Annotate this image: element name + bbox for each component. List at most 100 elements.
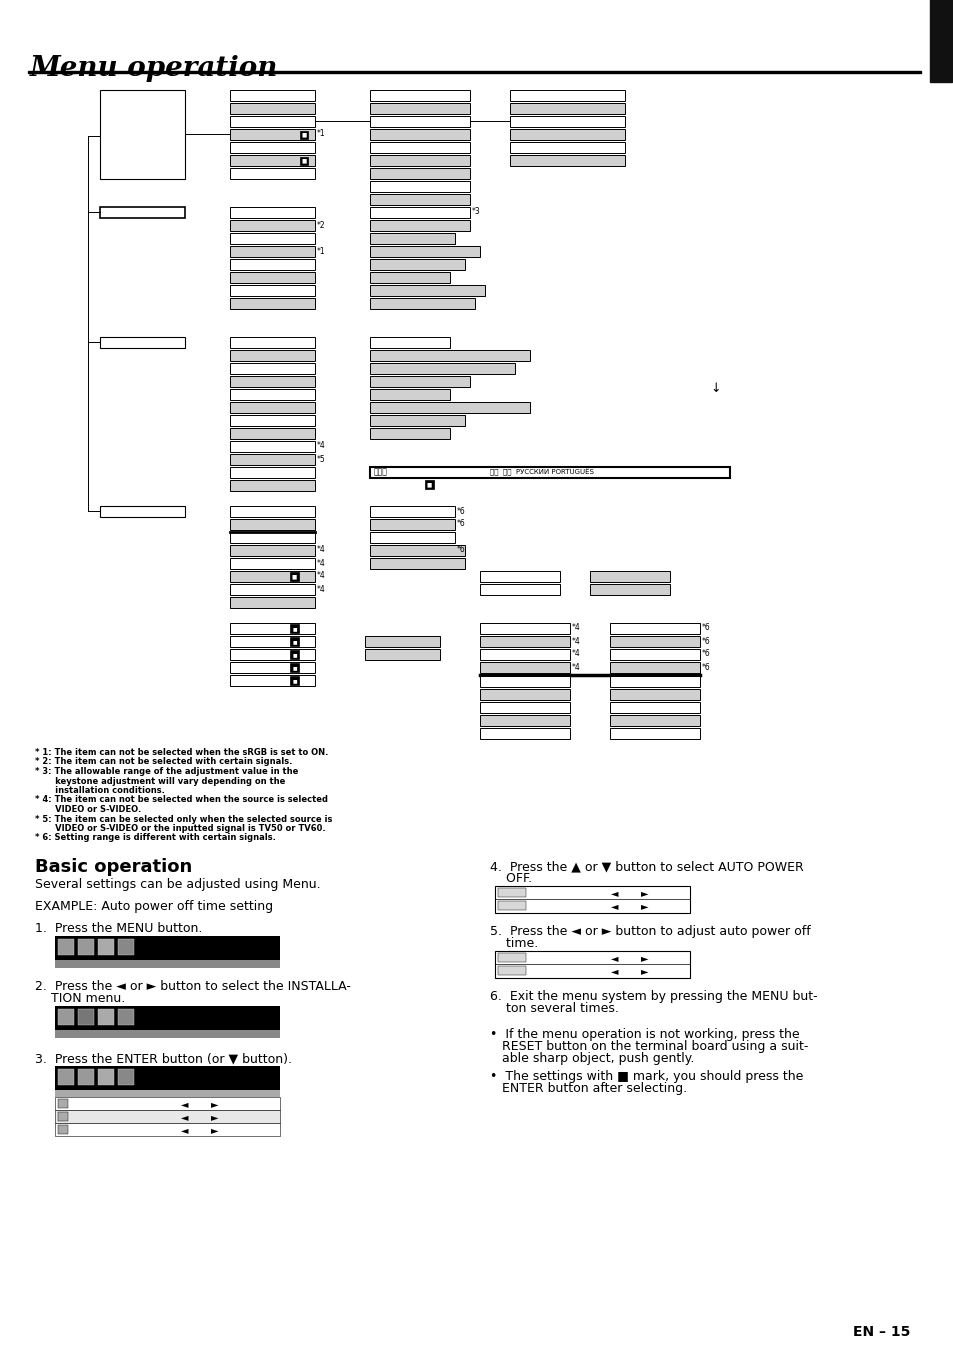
Bar <box>230 272 314 282</box>
Bar <box>510 91 624 101</box>
Text: 中文  粤語  РУССКИЙ PORTUGUÊS: 中文 粤語 РУССКИЙ PORTUGUÊS <box>490 467 594 476</box>
Bar <box>510 116 624 127</box>
Bar <box>55 1066 280 1090</box>
Bar <box>497 952 525 962</box>
Bar <box>609 676 700 688</box>
Text: 6.  Exit the menu system by pressing the MENU but-: 6. Exit the menu system by pressing the … <box>490 990 817 1002</box>
Bar <box>510 103 624 113</box>
Text: ◄: ◄ <box>181 1098 189 1109</box>
Text: 日本語: 日本語 <box>374 467 388 477</box>
Bar <box>609 662 700 673</box>
Text: ◄: ◄ <box>181 1112 189 1121</box>
Bar <box>230 440 314 453</box>
Text: *4: *4 <box>572 650 580 658</box>
Bar <box>230 336 314 349</box>
Text: ■: ■ <box>292 665 296 670</box>
Text: EN – 15: EN – 15 <box>852 1325 909 1339</box>
Bar <box>230 246 314 257</box>
Text: *4: *4 <box>316 546 325 554</box>
Bar <box>370 195 470 205</box>
Text: ■: ■ <box>292 653 296 657</box>
Bar <box>98 939 113 955</box>
Text: ◄: ◄ <box>611 901 618 911</box>
Bar <box>370 403 530 413</box>
Bar <box>370 285 484 296</box>
Bar <box>479 676 569 688</box>
Bar <box>55 1123 280 1136</box>
Text: 2.  Press the ◄ or ► button to select the INSTALLA-: 2. Press the ◄ or ► button to select the… <box>35 979 351 993</box>
Text: ►: ► <box>211 1112 218 1121</box>
Bar <box>299 131 308 139</box>
Bar <box>290 638 298 646</box>
Bar <box>230 142 314 153</box>
Bar <box>230 389 314 400</box>
Bar <box>370 142 470 153</box>
Bar <box>118 939 133 955</box>
Text: OFF.: OFF. <box>490 871 532 885</box>
Bar <box>370 272 450 282</box>
Text: ►: ► <box>211 1098 218 1109</box>
Bar <box>299 157 308 165</box>
Bar <box>100 507 185 517</box>
Text: *4: *4 <box>316 585 325 593</box>
Bar <box>609 715 700 725</box>
Bar <box>230 636 314 647</box>
Bar <box>230 116 314 127</box>
Text: 5.  Press the ◄ or ► button to adjust auto power off: 5. Press the ◄ or ► button to adjust aut… <box>490 925 810 938</box>
Bar <box>479 648 569 661</box>
Text: ►: ► <box>640 901 648 911</box>
Bar <box>230 363 314 374</box>
Bar <box>370 259 464 270</box>
Text: *1: *1 <box>316 130 325 139</box>
Bar <box>370 91 470 101</box>
Text: •  The settings with ■ mark, you should press the: • The settings with ■ mark, you should p… <box>490 1070 802 1084</box>
Bar <box>479 703 569 713</box>
Bar <box>479 662 569 673</box>
Bar <box>98 1069 113 1085</box>
Text: ◄: ◄ <box>611 966 618 975</box>
Bar <box>230 91 314 101</box>
Bar <box>370 532 455 543</box>
Bar <box>495 951 689 978</box>
Text: *4: *4 <box>572 662 580 671</box>
Bar <box>230 648 314 661</box>
Bar <box>55 1090 280 1097</box>
Bar <box>58 1112 68 1121</box>
Bar <box>370 103 470 113</box>
Text: *6: *6 <box>456 520 465 528</box>
Bar <box>510 155 624 166</box>
Text: *4: *4 <box>316 571 325 581</box>
Text: *4: *4 <box>572 636 580 646</box>
Bar <box>230 584 314 594</box>
Text: ◄: ◄ <box>181 1125 189 1135</box>
Bar <box>98 1009 113 1025</box>
Text: time.: time. <box>490 938 537 950</box>
Text: EXAMPLE: Auto power off time setting: EXAMPLE: Auto power off time setting <box>35 900 273 913</box>
Text: •  If the menu operation is not working, press the: • If the menu operation is not working, … <box>490 1028 799 1042</box>
Bar <box>370 507 455 517</box>
Text: VIDEO or S-VIDEO.: VIDEO or S-VIDEO. <box>35 805 141 815</box>
Bar <box>609 689 700 700</box>
Bar <box>479 728 569 739</box>
Bar <box>370 519 455 530</box>
Bar <box>609 623 700 634</box>
Text: *4: *4 <box>316 558 325 567</box>
Text: *4: *4 <box>572 624 580 632</box>
Bar <box>370 128 470 141</box>
Bar <box>230 128 314 141</box>
Text: 3.  Press the ENTER button (or ▼ button).: 3. Press the ENTER button (or ▼ button). <box>35 1052 292 1065</box>
Bar <box>78 1009 94 1025</box>
Bar <box>424 480 434 489</box>
Bar <box>230 676 314 686</box>
Text: Menu operation: Menu operation <box>30 55 278 82</box>
Bar <box>479 584 559 594</box>
Text: Several settings can be adjusted using Menu.: Several settings can be adjusted using M… <box>35 878 320 892</box>
Bar <box>230 259 314 270</box>
Bar <box>230 544 314 557</box>
Text: 1.  Press the MENU button.: 1. Press the MENU button. <box>35 921 202 935</box>
Bar <box>370 350 530 361</box>
Bar <box>100 207 185 218</box>
Text: *3: *3 <box>472 208 480 216</box>
Bar <box>230 403 314 413</box>
Bar <box>100 336 185 349</box>
